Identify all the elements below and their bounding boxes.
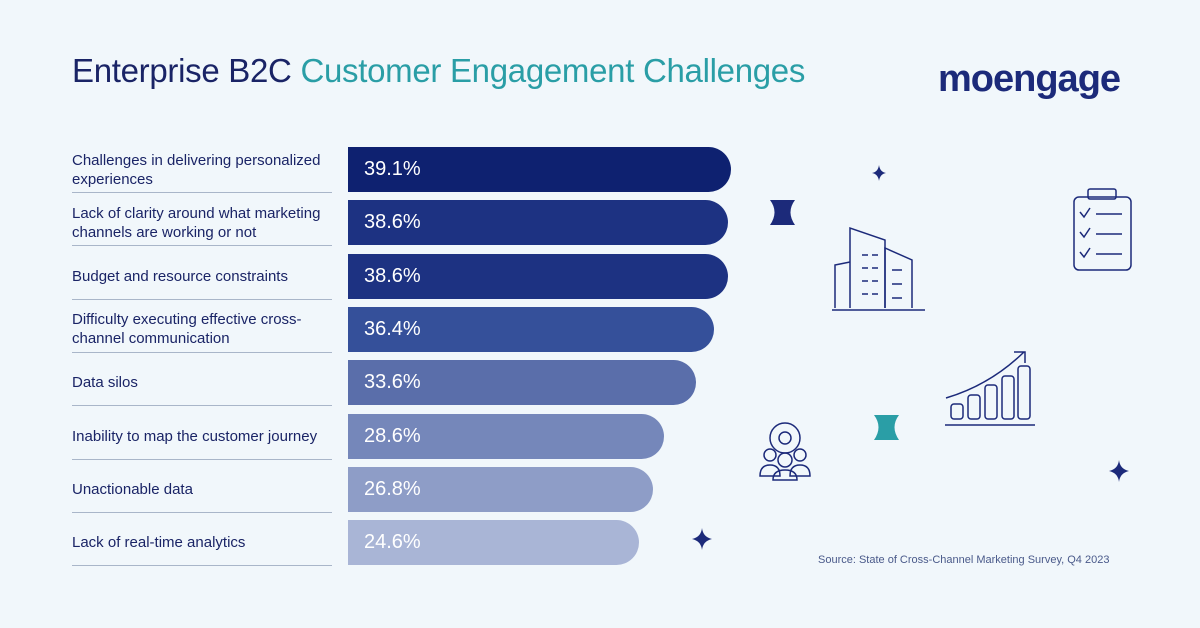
bar: 38.6% (348, 200, 728, 246)
bar: 38.6% (348, 253, 728, 299)
sparkle-icon (1109, 460, 1129, 482)
sparkle-icon (692, 528, 712, 550)
title-part1: Enterprise B2C (72, 52, 301, 89)
data-label: 38.6% (364, 211, 421, 234)
building-icon (832, 226, 925, 311)
bar: 33.6% (348, 360, 697, 406)
row-divider (72, 565, 332, 567)
row-divider (72, 351, 332, 353)
sparkle-icon (770, 200, 795, 225)
bar: 26.8% (348, 466, 653, 512)
data-label: 24.6% (364, 531, 421, 554)
category-label: Inability to map the customer journey (72, 427, 318, 445)
row-divider (72, 405, 332, 407)
data-label: 26.8% (364, 477, 421, 500)
bar: 24.6% (348, 520, 639, 566)
row-divider (72, 458, 332, 460)
category-label: Lack of clarity around what marketing ch… (72, 204, 321, 241)
category-label: Data silos (72, 374, 138, 392)
category-label: Difficulty executing effective cross-cha… (72, 311, 302, 348)
category-label: Lack of real-time analytics (72, 534, 246, 552)
checklist-icon (1073, 188, 1132, 271)
row-divider (72, 192, 332, 193)
row-divider (72, 298, 332, 300)
moengage-logo: moengage (938, 58, 1121, 100)
category-label: Challenges in delivering personalized ex… (72, 151, 321, 188)
growth-chart-icon (945, 351, 1035, 426)
title-accent: Customer Engagement Challenges (300, 52, 806, 89)
page-title: Enterprise B2C Customer Engagement Chall… (72, 52, 805, 90)
data-label: 36.4% (364, 317, 421, 340)
data-label: 38.6% (364, 264, 421, 287)
source-note: Source: State of Cross-Channel Marketing… (818, 554, 1110, 566)
sparkle-icon (874, 415, 899, 440)
team-gear-icon (759, 422, 811, 481)
sparkle-icon (872, 165, 886, 181)
data-label: 33.6% (364, 371, 421, 394)
category-label: Budget and resource constraints (72, 267, 288, 285)
category-label: Unactionable data (72, 480, 193, 498)
row-divider (72, 511, 332, 513)
data-label: 39.1% (364, 158, 421, 180)
row-divider (72, 245, 332, 247)
bar: 36.4% (348, 306, 714, 352)
bar: 28.6% (348, 413, 665, 459)
data-label: 28.6% (364, 424, 421, 447)
bar: 39.1% (348, 147, 731, 192)
